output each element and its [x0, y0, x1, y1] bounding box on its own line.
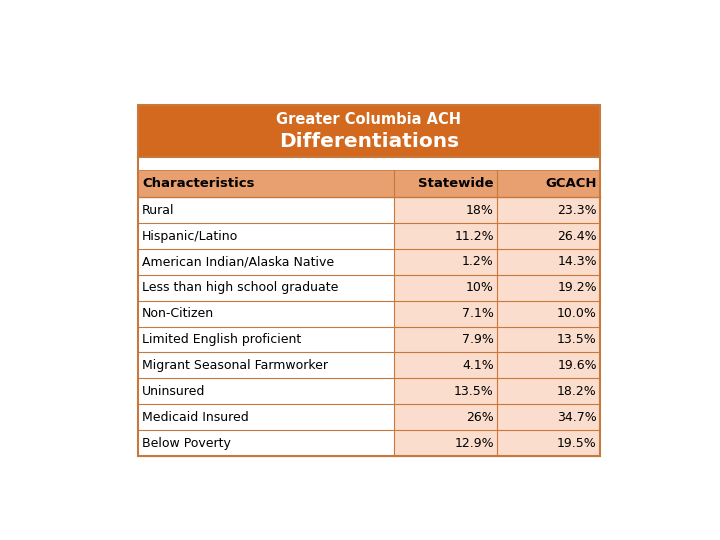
Text: 23.3%: 23.3% — [557, 204, 597, 217]
Text: Hispanic/Latino: Hispanic/Latino — [142, 230, 238, 242]
Text: 26%: 26% — [466, 410, 494, 424]
Bar — [138, 105, 600, 456]
Text: Differentiations: Differentiations — [279, 132, 459, 151]
Bar — [138, 404, 395, 430]
Text: 11.2%: 11.2% — [454, 230, 494, 242]
Text: Less than high school graduate: Less than high school graduate — [142, 281, 338, 294]
Bar — [138, 223, 395, 249]
Text: 10%: 10% — [466, 281, 494, 294]
Text: 19.6%: 19.6% — [557, 359, 597, 372]
Bar — [395, 249, 497, 275]
Text: American Indian/Alaska Native: American Indian/Alaska Native — [142, 255, 334, 268]
Bar — [395, 327, 497, 353]
Text: Greater Columbia ACH: Greater Columbia ACH — [276, 112, 462, 127]
Text: GCACH: GCACH — [545, 177, 597, 190]
Text: Statewide: Statewide — [418, 177, 494, 190]
Text: 26.4%: 26.4% — [557, 230, 597, 242]
Bar — [395, 353, 497, 379]
Text: 19.5%: 19.5% — [557, 436, 597, 449]
Bar — [497, 327, 600, 353]
Bar — [138, 105, 600, 157]
Bar — [497, 197, 600, 223]
Bar — [138, 379, 395, 404]
Text: 19.2%: 19.2% — [557, 281, 597, 294]
Bar — [138, 105, 600, 456]
Bar — [497, 275, 600, 301]
Text: 34.7%: 34.7% — [557, 410, 597, 424]
Bar — [395, 197, 497, 223]
Bar — [138, 157, 600, 170]
Bar — [138, 197, 395, 223]
Bar — [497, 223, 600, 249]
Text: Medicaid Insured: Medicaid Insured — [142, 410, 248, 424]
Bar — [138, 275, 395, 301]
Text: 18.2%: 18.2% — [557, 385, 597, 398]
Bar — [497, 249, 600, 275]
Text: Limited English proficient: Limited English proficient — [142, 333, 301, 346]
Text: 4.1%: 4.1% — [462, 359, 494, 372]
Text: 7.1%: 7.1% — [462, 307, 494, 320]
Bar — [497, 379, 600, 404]
Bar — [497, 301, 600, 327]
Bar — [138, 170, 600, 197]
Text: 1.2%: 1.2% — [462, 255, 494, 268]
Text: 18%: 18% — [466, 204, 494, 217]
Bar — [497, 430, 600, 456]
Text: Rural: Rural — [142, 204, 174, 217]
Bar — [395, 301, 497, 327]
Bar — [138, 353, 395, 379]
Bar — [395, 223, 497, 249]
Text: Migrant Seasonal Farmworker: Migrant Seasonal Farmworker — [142, 359, 328, 372]
Bar — [138, 327, 395, 353]
Text: 12.9%: 12.9% — [454, 436, 494, 449]
Text: 13.5%: 13.5% — [454, 385, 494, 398]
Text: Non-Citizen: Non-Citizen — [142, 307, 214, 320]
Bar — [395, 379, 497, 404]
Text: 10.0%: 10.0% — [557, 307, 597, 320]
Bar — [497, 404, 600, 430]
Bar — [395, 430, 497, 456]
Bar — [138, 301, 395, 327]
Text: 13.5%: 13.5% — [557, 333, 597, 346]
Bar — [497, 353, 600, 379]
Bar — [138, 430, 395, 456]
Text: Below Poverty: Below Poverty — [142, 436, 231, 449]
Bar — [395, 275, 497, 301]
Text: Uninsured: Uninsured — [142, 385, 205, 398]
Bar — [138, 249, 395, 275]
Text: 7.9%: 7.9% — [462, 333, 494, 346]
Text: 14.3%: 14.3% — [557, 255, 597, 268]
Bar — [395, 404, 497, 430]
Text: Characteristics: Characteristics — [142, 177, 254, 190]
